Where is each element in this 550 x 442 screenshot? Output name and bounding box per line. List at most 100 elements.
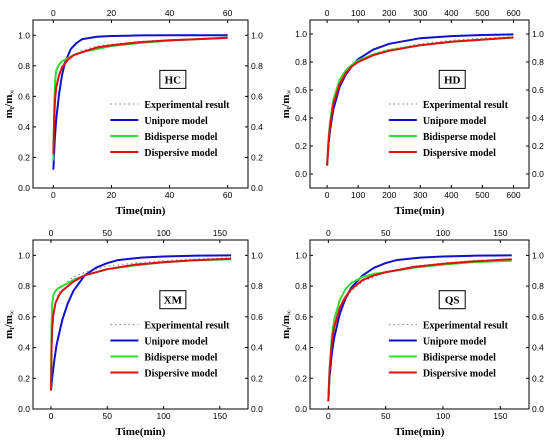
y-tick-label: 0.4	[18, 343, 30, 353]
x-tick-label: 600	[506, 190, 520, 200]
x-tick-label-top: 200	[382, 8, 396, 18]
x-tick-label: 0	[325, 190, 330, 200]
plot-frame	[32, 19, 249, 189]
x-tick-label: 20	[107, 190, 117, 200]
y-tick-label: 1.0	[18, 30, 30, 40]
x-tick-label-top: 0	[325, 8, 330, 18]
x-tick-label-top: 40	[165, 8, 175, 18]
y-tick-label: 0.2	[18, 373, 30, 383]
y-tick-label-right: 0.8	[532, 281, 544, 291]
y-tick-label-right: 1.0	[532, 250, 544, 260]
x-tick-label-top: 0	[49, 228, 54, 238]
y-tick-label-right: 0.2	[532, 373, 544, 383]
x-axis-title: Time(min)	[116, 426, 166, 438]
y-tick-label: 0.0	[18, 404, 30, 414]
legend-label: Bidisperse model	[144, 353, 217, 364]
y-tick-label: 0.2	[295, 141, 307, 151]
y-axis-title: mt/m∞	[3, 90, 16, 119]
plot-frame	[309, 239, 530, 410]
y-tick-label-right: 0.6	[251, 312, 263, 322]
y-tick-label-right: 1.0	[532, 29, 544, 39]
x-tick-label-top: 60	[223, 8, 233, 18]
y-tick-label: 0.6	[295, 312, 307, 322]
y-axis-title: mt/m∞	[280, 310, 293, 339]
x-tick-label-top: 500	[475, 8, 489, 18]
y-tick-label: 0.4	[295, 113, 307, 123]
x-axis-title: Time(min)	[395, 426, 445, 438]
x-tick-label-top: 300	[413, 8, 427, 18]
panel-label: HD	[444, 74, 461, 86]
x-tick-label: 400	[444, 190, 458, 200]
legend-label: Experimental result	[423, 321, 509, 332]
chart-panel-hd: 0 0 100 100 200 200 300 300 400 400 500 500 600 600 0.…	[280, 8, 544, 217]
y-tick-label: 0.0	[295, 404, 307, 414]
y-tick-label: 0.2	[295, 373, 307, 383]
y-tick-label-right: 0.2	[532, 141, 544, 151]
x-tick-label: 50	[381, 411, 391, 421]
x-tick-label-top: 150	[213, 228, 227, 238]
y-tick-label-right: 0.4	[532, 343, 544, 353]
legend-label: Unipore model	[423, 337, 487, 348]
x-tick-label: 150	[493, 411, 507, 421]
panel-label: HC	[165, 74, 182, 86]
y-tick-label: 0.8	[295, 281, 307, 291]
y-tick-label-right: 0.4	[251, 122, 263, 132]
y-tick-label: 0.0	[18, 183, 30, 193]
chart-panel-hc: 0 0 20 20 40 40 60 60 0.0 0.0 0.2 0.2 0.4 0.4 0.6 0.6 0.…	[3, 8, 263, 217]
y-tick-label: 1.0	[295, 250, 307, 260]
series-line-unipore-model	[52, 34, 228, 170]
y-tick-label-right: 0.2	[251, 373, 263, 383]
y-tick-label-right: 0.0	[251, 183, 263, 193]
x-tick-label: 0	[51, 190, 56, 200]
y-tick-label-right: 0.0	[532, 169, 544, 179]
y-tick-label-right: 1.0	[251, 250, 263, 260]
series-line-unipore-model	[327, 254, 512, 402]
y-tick-label: 0.2	[18, 152, 30, 162]
x-tick-label: 150	[213, 411, 227, 421]
y-tick-label: 0.6	[18, 91, 30, 101]
panel-label-box	[438, 290, 466, 310]
y-tick-label: 0.4	[295, 343, 307, 353]
x-tick-label-top: 400	[444, 8, 458, 18]
y-tick-label: 0.0	[295, 169, 307, 179]
x-tick-label-top: 100	[156, 228, 170, 238]
legend-label: Experimental result	[144, 100, 230, 111]
y-tick-label-right: 0.2	[251, 152, 263, 162]
plot-frame	[32, 239, 249, 410]
x-tick-label-top: 100	[351, 8, 365, 18]
chart-panel-xm: 0 0 50 50 100 100 150 150 0.0 0.0 0.2 0.2 0.4 0.4 0.6 0…	[3, 228, 263, 438]
x-tick-label-top: 0	[326, 228, 331, 238]
y-tick-label: 0.6	[295, 85, 307, 95]
y-tick-label: 0.8	[18, 61, 30, 71]
x-tick-label-top: 50	[103, 228, 113, 238]
y-tick-label: 0.6	[18, 312, 30, 322]
series-line-dispersive-model	[50, 257, 232, 391]
x-tick-label-top: 600	[506, 8, 520, 18]
x-tick-label: 0	[326, 411, 331, 421]
x-tick-label: 50	[103, 411, 113, 421]
x-tick-label-top: 0	[51, 8, 56, 18]
y-tick-label-right: 0.4	[251, 343, 263, 353]
x-axis-title: Time(min)	[116, 205, 166, 217]
plot-frame	[309, 19, 530, 189]
y-tick-label: 0.8	[295, 57, 307, 67]
legend-label: Bidisperse model	[423, 353, 496, 364]
series-line-dispersive-model	[327, 258, 512, 402]
series-line-dispersive-model	[52, 36, 228, 155]
y-tick-label-right: 0.8	[251, 61, 263, 71]
panel-label: XM	[164, 295, 183, 307]
y-tick-label-right: 0.0	[251, 404, 263, 414]
legend-label: Dispersive model	[144, 369, 217, 380]
y-tick-label-right: 0.6	[532, 85, 544, 95]
x-tick-label: 100	[436, 411, 450, 421]
y-tick-label: 0.4	[18, 122, 30, 132]
panel-label: QS	[445, 295, 460, 307]
y-tick-label: 0.8	[18, 281, 30, 291]
panel-label-box	[159, 290, 187, 310]
y-tick-label-right: 0.6	[251, 91, 263, 101]
x-axis-title: Time(min)	[395, 205, 445, 217]
y-tick-label: 1.0	[18, 250, 30, 260]
x-tick-label-top: 20	[107, 8, 117, 18]
x-tick-label: 0	[49, 411, 54, 421]
panel-label-box	[438, 69, 466, 89]
